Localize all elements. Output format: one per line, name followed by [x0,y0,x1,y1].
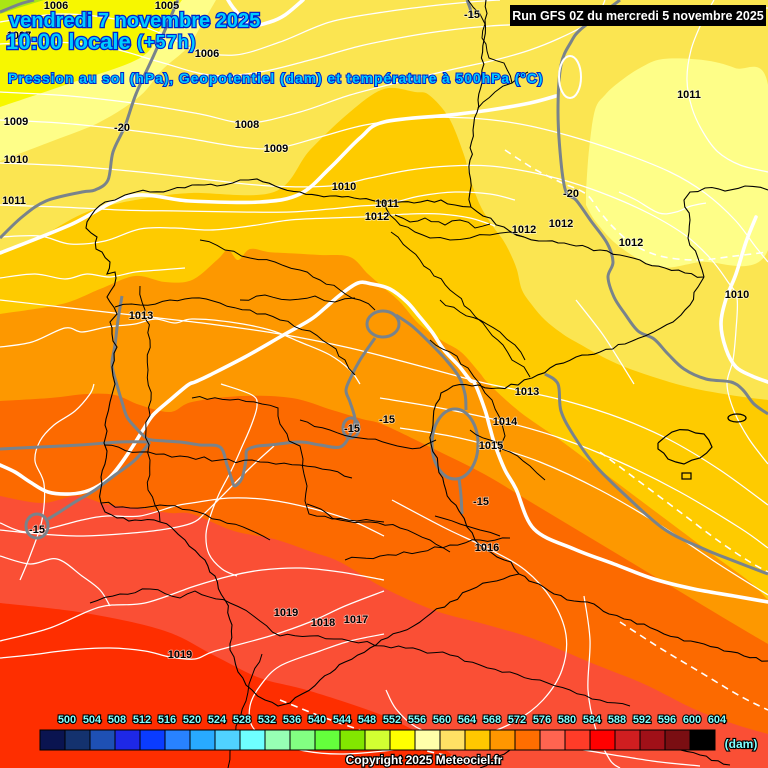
svg-text:1010: 1010 [4,154,28,166]
svg-text:1009: 1009 [264,143,288,155]
svg-text:528: 528 [233,714,251,726]
svg-text:-15: -15 [464,9,480,21]
svg-text:596: 596 [658,714,676,726]
svg-text:(dam): (dam) [725,737,758,751]
svg-text:-15: -15 [379,414,395,426]
svg-text:vendredi 7 novembre 2025: vendredi 7 novembre 2025 [9,10,260,32]
svg-text:-15: -15 [473,496,489,508]
svg-text:(+57h): (+57h) [137,32,197,52]
svg-text:1014: 1014 [493,416,518,428]
svg-text:512: 512 [133,714,151,726]
svg-text:1011: 1011 [375,198,399,210]
svg-text:1015: 1015 [479,440,503,452]
svg-text:1012: 1012 [549,218,573,230]
svg-text:1011: 1011 [2,195,26,207]
svg-text:1013: 1013 [515,386,539,398]
svg-text:1008: 1008 [235,119,259,131]
svg-text:-15: -15 [29,524,45,536]
svg-text:552: 552 [383,714,401,726]
svg-text:1017: 1017 [344,614,368,626]
svg-text:572: 572 [508,714,526,726]
svg-text:1018: 1018 [311,617,335,629]
svg-text:1013: 1013 [129,310,153,322]
svg-text:1019: 1019 [274,607,298,619]
svg-text:1012: 1012 [512,224,536,236]
svg-text:548: 548 [358,714,376,726]
svg-text:592: 592 [633,714,651,726]
svg-text:1010: 1010 [725,289,749,301]
svg-text:504: 504 [83,714,102,726]
svg-text:1005: 1005 [155,0,179,12]
svg-text:600: 600 [683,714,701,726]
svg-text:584: 584 [583,714,602,726]
svg-text:604: 604 [708,714,727,726]
svg-text:-15: -15 [344,423,360,435]
svg-text:1012: 1012 [619,237,643,249]
svg-text:Run GFS 0Z du mercredi 5 novem: Run GFS 0Z du mercredi 5 novembre 2025 [512,9,764,23]
svg-text:Pression au sol (hPa), Geopote: Pression au sol (hPa), Geopotentiel (dam… [8,70,543,86]
svg-text:1006: 1006 [195,48,219,60]
svg-text:1006: 1006 [44,0,68,12]
svg-text:1012: 1012 [365,211,389,223]
svg-text:508: 508 [108,714,126,726]
svg-text:-20: -20 [563,188,579,200]
svg-text:532: 532 [258,714,276,726]
svg-text:500: 500 [58,714,76,726]
svg-text:524: 524 [208,714,227,726]
svg-text:10:00 locale: 10:00 locale [6,29,131,54]
svg-text:1016: 1016 [475,542,499,554]
svg-text:1010: 1010 [332,181,356,193]
svg-text:520: 520 [183,714,201,726]
svg-text:564: 564 [458,714,477,726]
svg-text:588: 588 [608,714,626,726]
svg-text:544: 544 [333,714,352,726]
svg-text:1009: 1009 [4,116,28,128]
svg-text:1011: 1011 [677,89,701,101]
svg-text:568: 568 [483,714,501,726]
svg-text:580: 580 [558,714,576,726]
svg-text:1007: 1007 [7,30,31,42]
svg-text:536: 536 [283,714,301,726]
svg-text:556: 556 [408,714,426,726]
svg-text:560: 560 [433,714,451,726]
svg-text:516: 516 [158,714,176,726]
svg-text:576: 576 [533,714,551,726]
svg-text:Copyright 2025 Meteociel.fr: Copyright 2025 Meteociel.fr [346,753,503,767]
svg-text:1019: 1019 [168,649,192,661]
svg-text:540: 540 [308,714,326,726]
svg-text:-20: -20 [114,122,130,134]
